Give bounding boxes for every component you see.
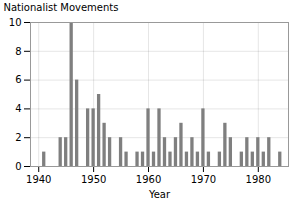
svg-text:0: 0 bbox=[15, 161, 21, 172]
svg-text:6: 6 bbox=[15, 74, 21, 85]
svg-text:1950: 1950 bbox=[81, 174, 106, 185]
svg-text:1940: 1940 bbox=[26, 174, 51, 185]
svg-text:8: 8 bbox=[15, 46, 21, 57]
svg-text:1960: 1960 bbox=[136, 174, 161, 185]
svg-text:4: 4 bbox=[15, 103, 21, 114]
svg-text:1970: 1970 bbox=[191, 174, 216, 185]
svg-text:1980: 1980 bbox=[246, 174, 271, 185]
svg-text:10: 10 bbox=[9, 17, 22, 28]
svg-text:Year: Year bbox=[148, 189, 171, 200]
svg-text:Nationalist Movements: Nationalist Movements bbox=[4, 2, 119, 13]
svg-text:2: 2 bbox=[15, 132, 21, 143]
